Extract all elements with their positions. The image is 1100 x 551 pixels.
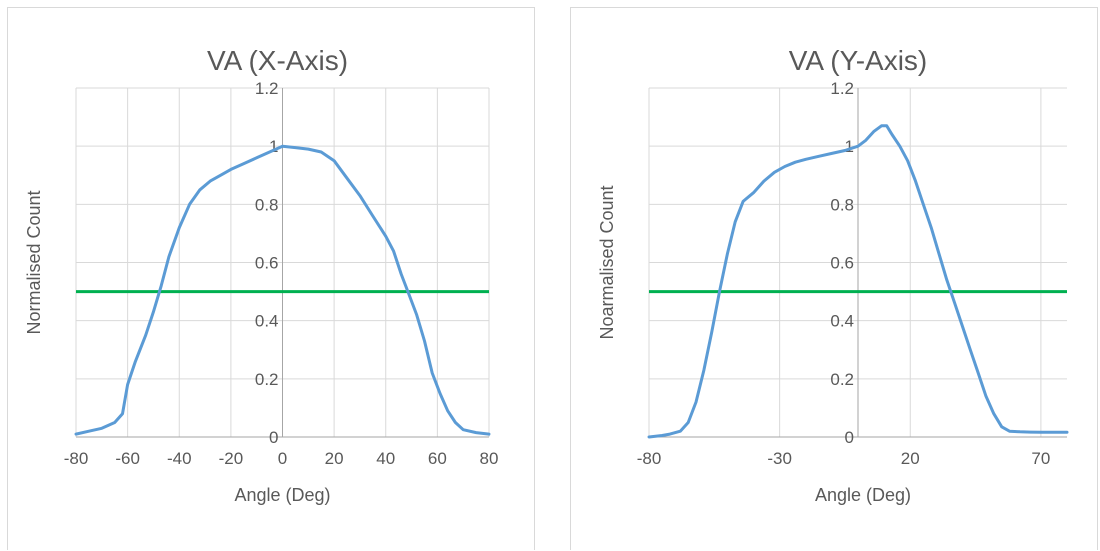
y-tick-label: 0 [845,428,854,447]
y-tick-label: 0.4 [255,312,279,331]
y-axis-title: Normalised Count [24,190,44,334]
y-tick-label: 0.2 [830,370,854,389]
chart-panel-y-axis: VA (Y-Axis) 0 0.2 0.4 0.6 0.8 1 1.2 -80 -30 20 70 An… [570,7,1098,550]
x-tick-label: 20 [901,449,920,468]
x-tick-label: 70 [1031,449,1050,468]
chart-y-axis: VA (Y-Axis)00.20.40.60.811.2-80 -30 20 70An… [571,8,1099,551]
chart-title: VA (X-Axis) [207,45,348,76]
y-tick-label: 1.2 [255,79,279,98]
y-tick-label: 1.2 [830,79,854,98]
chart-title: VA (Y-Axis) [789,45,927,76]
y-tick-label: 0.8 [830,195,854,214]
x-tick-label: -40 [167,449,192,468]
y-tick-label: 0.6 [255,254,279,273]
y-tick-label: 0.8 [255,195,279,214]
x-axis-title: Angle (Deg) [234,485,330,505]
x-tick-label: -80 [637,449,662,468]
y-tick-label: 0 [269,428,278,447]
y-tick-label: 0.4 [830,312,854,331]
x-tick-label: -60 [115,449,140,468]
x-tick-label: 40 [376,449,395,468]
y-tick-label: 1 [269,137,278,156]
x-tick-label: 20 [325,449,344,468]
x-tick-label: -80 [64,449,89,468]
chart-panel-x-axis: VA (X-Axis) 0 0.2 0.4 0.6 0.8 1 1.2 -80 -60 -40 -20… [7,7,535,550]
y-tick-label: 0.2 [255,370,279,389]
x-tick-label: 60 [428,449,447,468]
chart-x-axis: VA (X-Axis) 0 0.2 0.4 0.6 0.8 1 1.2 -80 -60 -40 -20… [8,8,536,551]
x-axis-title: Angle (Deg) [815,485,911,505]
x-tick-label: -20 [219,449,244,468]
y-tick-label: 0.6 [830,254,854,273]
x-tick-label: -30 [767,449,792,468]
y-axis-title: Noarmalised Count [597,185,617,339]
x-tick-label: 80 [480,449,499,468]
x-tick-label: 0 [278,449,287,468]
